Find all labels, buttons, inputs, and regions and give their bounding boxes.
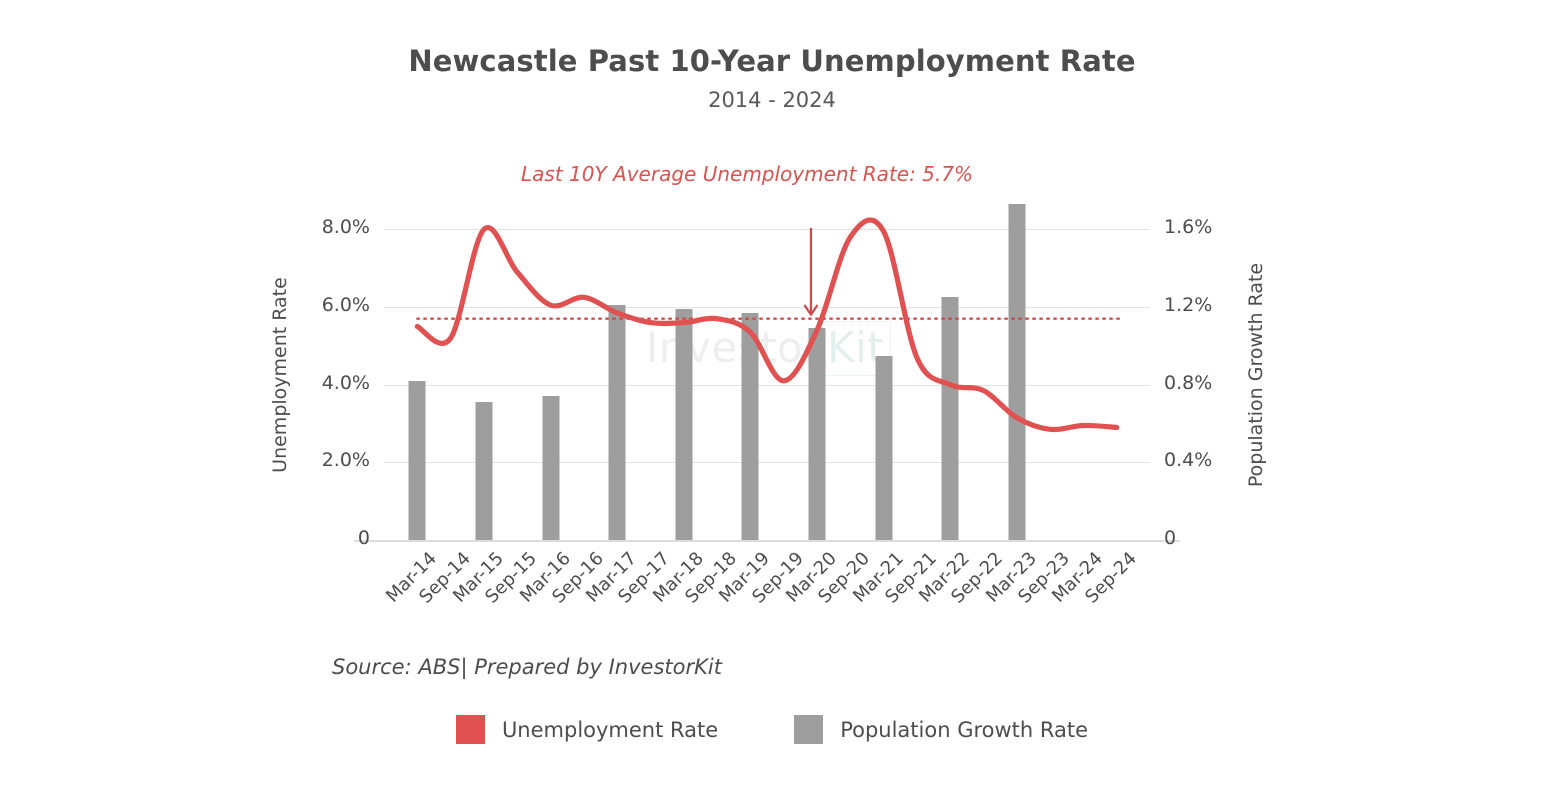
legend-label: Unemployment Rate [501, 717, 719, 742]
y-axis-left-title: Unemployment Rate [269, 277, 291, 473]
gridline [384, 307, 1150, 309]
y-tick-left-3: 6.0% [321, 294, 370, 317]
y-axis-right-title: Population Growth Rate [1245, 262, 1267, 488]
y-tick-right-2: 0.8% [1164, 371, 1213, 394]
bar-Mar-19 [741, 312, 759, 540]
legend-unemployment-rate[interactable]: Unemployment Rate [455, 715, 719, 744]
bar-Mar-16 [542, 396, 560, 540]
gridline [384, 229, 1150, 231]
y-tick-left-1: 2.0% [321, 449, 370, 472]
y-tick-right-3: 1.2% [1164, 294, 1213, 317]
bar-Mar-22 [941, 297, 959, 540]
bar-Mar-21 [875, 355, 893, 540]
annotation-arrow-icon [803, 228, 819, 316]
bar-Mar-17 [608, 305, 626, 540]
chart-legend: Unemployment Rate Population Growth Rate [0, 715, 1544, 744]
average-annotation-label: Last 10Y Average Unemployment Rate: 5.7% [521, 162, 973, 186]
x-axis-line [354, 540, 1180, 542]
plot-area: Investor Kit 0 2.0% 4.0% 6.0% 8.0% 0 0.4% 0.8% 1… [269, 162, 1267, 608]
bar-Mar-14 [408, 380, 426, 540]
legend-swatch [794, 715, 824, 744]
legend-swatch [455, 715, 485, 744]
chart-subtitle: 2014 - 2024 [708, 88, 836, 112]
bar-Mar-23 [1008, 204, 1026, 540]
gridline [384, 462, 1150, 464]
y-tick-left-4: 8.0% [321, 216, 370, 239]
legend-label: Population Growth Rate [840, 717, 1089, 742]
y-tick-left-2: 4.0% [321, 371, 370, 394]
y-tick-right-1: 0.4% [1164, 449, 1213, 472]
legend-population-growth-rate[interactable]: Population Growth Rate [794, 715, 1088, 744]
y-tick-right-4: 1.6% [1164, 216, 1213, 239]
bar-Mar-20 [808, 328, 826, 540]
page-title: Newcastle Past 10-Year Unemployment Rate [408, 44, 1136, 78]
bar-Mar-15 [475, 402, 493, 540]
gridline [384, 384, 1150, 386]
y-tick-right-0: 0 [1164, 527, 1177, 549]
source-note: Source: ABS| Prepared by InvestorKit [332, 655, 722, 679]
line-series-overlay [414, 217, 1124, 433]
unemployment-rate-line [414, 217, 1120, 433]
y-tick-left-0: 0 [357, 527, 370, 549]
bar-Mar-18 [675, 309, 693, 540]
